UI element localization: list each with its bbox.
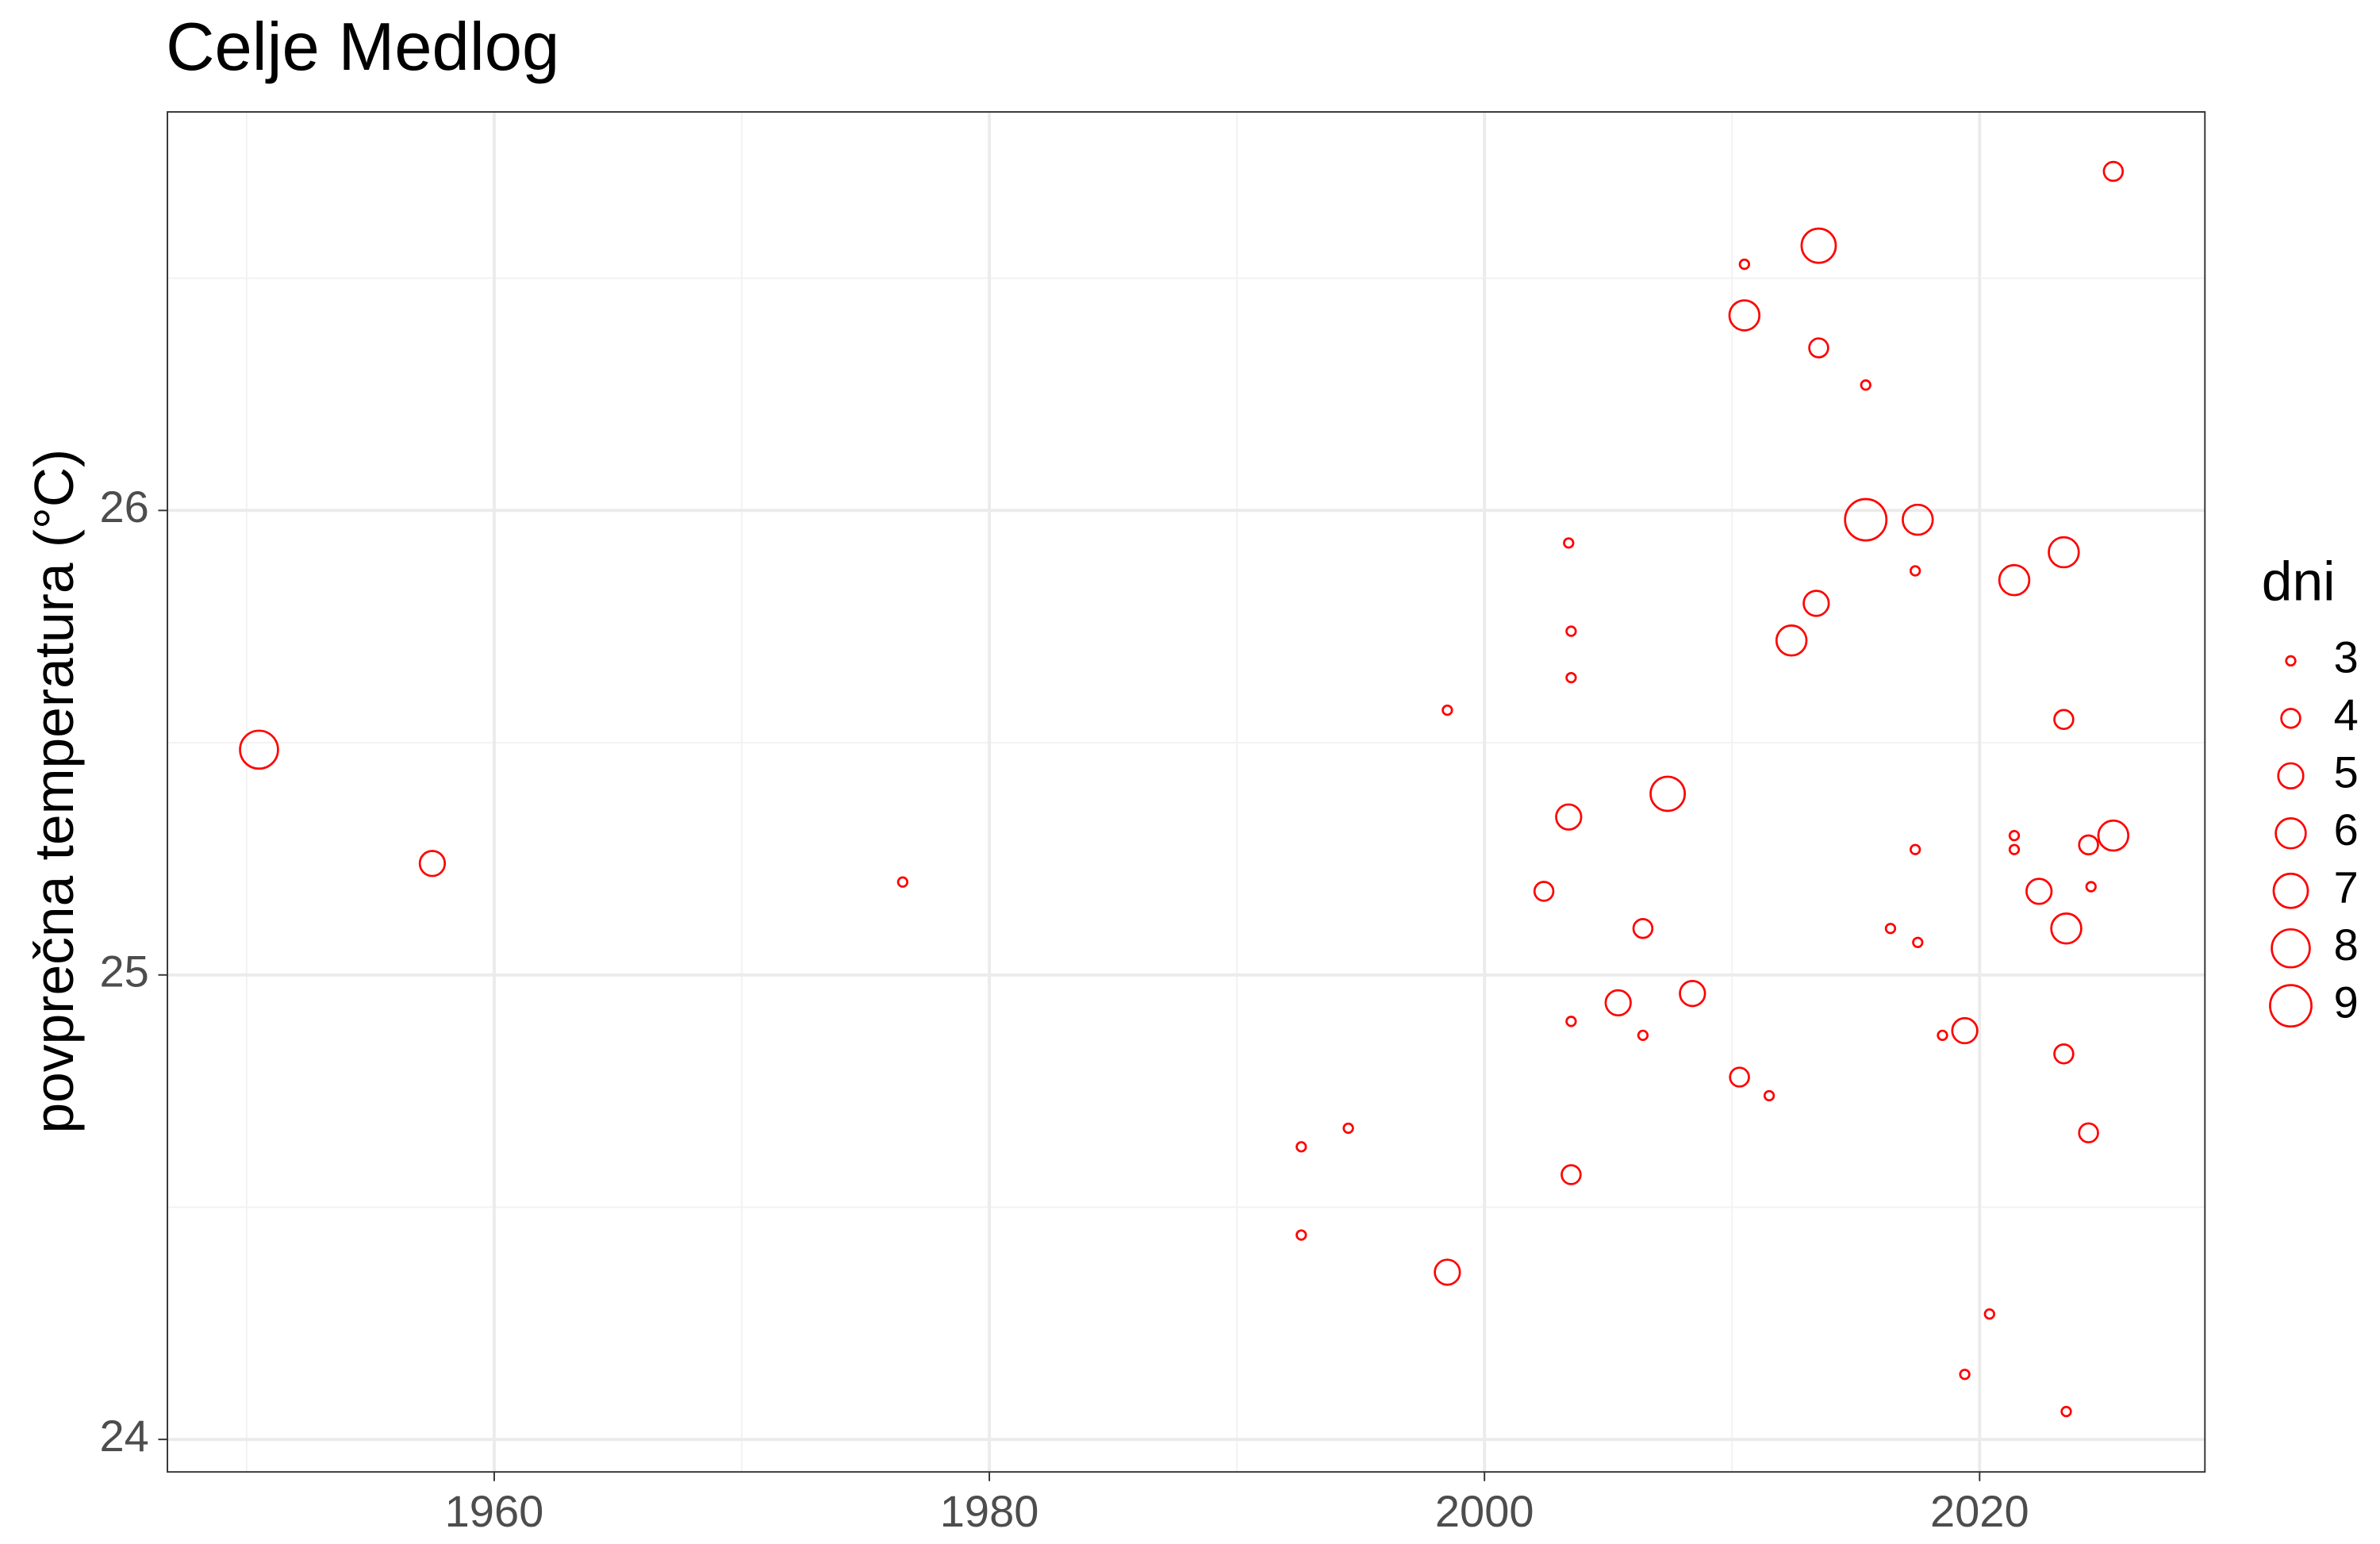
point [1800,227,1837,264]
point [1296,1229,1307,1241]
plot-border [167,111,2206,1473]
point [1565,625,1577,637]
point [896,876,909,888]
point [2008,843,2021,855]
point [1959,1369,1971,1381]
legend-key [2269,984,2313,1028]
legend-label: 6 [2334,805,2359,855]
legend-key [2285,655,2297,667]
point [1802,590,1830,617]
point [1728,299,1761,332]
point [2078,834,2099,856]
point [2025,878,2053,905]
point [1775,624,1808,657]
point [2008,830,2021,842]
point [1912,936,1924,948]
point [1555,803,1583,831]
point [239,729,279,770]
legend-key [2272,872,2309,909]
point [1679,980,1706,1008]
point [2097,819,2130,852]
point [2048,536,2080,569]
legend-key [2277,762,2305,789]
point [1983,1308,1995,1320]
point [1560,1164,1582,1185]
point [1808,337,1829,359]
legend-key [2271,928,2311,969]
point [1910,843,1921,855]
y-tick-label: 24 [100,1411,149,1461]
chart-title: Celje Medlog [166,10,559,85]
legend-label: 8 [2334,920,2359,970]
point [1563,537,1575,549]
legend-label: 5 [2334,747,2359,797]
y-axis-label: povprečna temperatura (°C) [23,449,85,1134]
point [1441,704,1453,716]
point [1632,917,1654,939]
point [1296,1141,1307,1153]
point [1844,497,1888,542]
legend-label: 3 [2334,632,2359,682]
point [1649,775,1687,812]
point [2053,709,2075,731]
point [1902,503,1934,536]
legend-label: 9 [2334,977,2359,1027]
legend-key [2274,817,2307,850]
x-tick-label: 2000 [1435,1486,1534,1536]
legend-key [2280,708,2301,729]
point [1860,379,1871,391]
point [1434,1258,1461,1286]
point [1738,258,1751,271]
point [1998,563,2031,597]
legend-label: 4 [2334,689,2359,739]
legend-label: 7 [2334,862,2359,912]
x-tick-label: 2020 [1930,1486,2029,1536]
point [1884,923,1897,935]
y-tick-label: 26 [100,482,149,532]
y-tick-label: 25 [100,947,149,997]
point [2060,1405,2072,1418]
point [1951,1016,1979,1045]
point [2078,1122,2099,1144]
point [1763,1089,1775,1102]
point [418,850,447,878]
point [1565,671,1577,684]
point [1937,1029,1948,1042]
legend-title: dni [2262,551,2336,613]
point [1533,881,1555,902]
point [1729,1066,1750,1088]
point [2050,912,2082,945]
point [1910,565,1921,577]
x-tick-label: 1980 [940,1486,1039,1536]
point [1604,989,1632,1017]
point [1342,1122,1354,1135]
x-tick-label: 1960 [445,1486,544,1536]
point [2053,1043,2075,1065]
point [1637,1029,1649,1042]
point [2102,160,2125,182]
point [1565,1016,1577,1027]
point [2085,881,2097,893]
